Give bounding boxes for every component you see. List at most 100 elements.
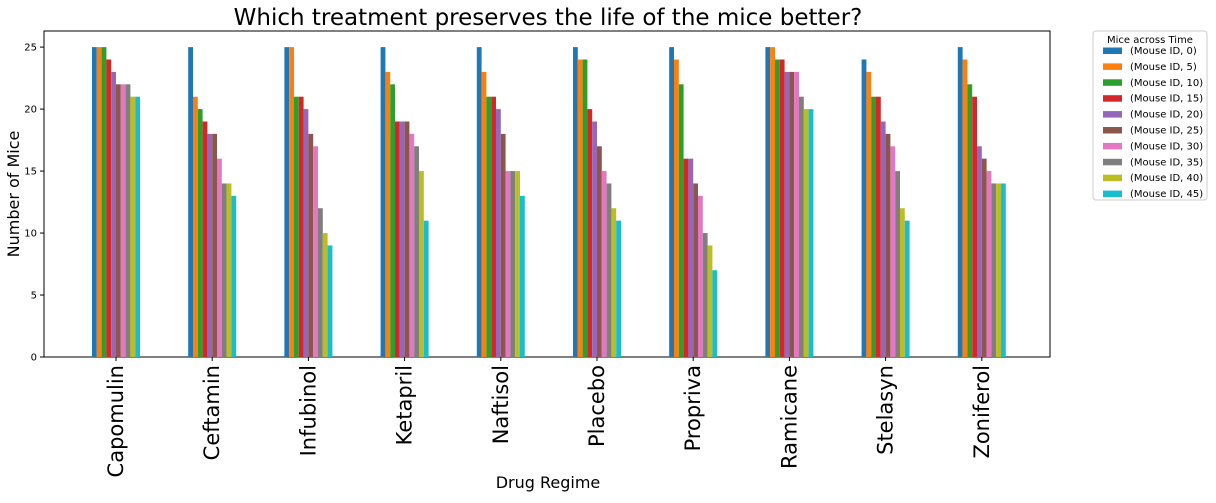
bar bbox=[294, 96, 299, 357]
bar bbox=[601, 171, 607, 357]
bar bbox=[678, 84, 684, 358]
bar bbox=[303, 109, 309, 357]
bar bbox=[582, 59, 588, 357]
bar bbox=[390, 84, 395, 358]
bar bbox=[510, 171, 516, 357]
y-tick-label: 5 bbox=[31, 291, 37, 302]
legend-swatch bbox=[1103, 158, 1122, 166]
y-tick-label: 25 bbox=[24, 43, 37, 54]
legend-swatch bbox=[1103, 95, 1122, 102]
bar bbox=[125, 84, 131, 358]
bar bbox=[505, 171, 511, 357]
bar bbox=[197, 109, 203, 357]
bar bbox=[784, 71, 790, 358]
bar bbox=[688, 158, 694, 357]
bar bbox=[120, 84, 126, 358]
legend-swatch bbox=[1103, 174, 1122, 182]
bar bbox=[803, 109, 809, 357]
x-tick-label: Naftisol bbox=[489, 365, 513, 444]
bar bbox=[111, 71, 116, 358]
bar bbox=[861, 59, 867, 357]
y-tick-label: 20 bbox=[24, 105, 37, 116]
legend-box bbox=[1092, 30, 1208, 201]
bar bbox=[101, 47, 107, 358]
x-tick-label: Ramicane bbox=[777, 365, 801, 469]
x-axis-label: Drug Regime bbox=[496, 473, 601, 492]
bar bbox=[977, 146, 982, 357]
x-tick-label: Stelasyn bbox=[874, 365, 898, 455]
bar bbox=[967, 84, 973, 358]
legend-label: (Mouse ID, 25) bbox=[1130, 126, 1203, 137]
bar bbox=[385, 71, 391, 358]
bar bbox=[871, 96, 876, 357]
bar bbox=[92, 47, 97, 358]
bar bbox=[765, 47, 771, 358]
bar bbox=[707, 245, 713, 357]
bar bbox=[212, 133, 217, 357]
bar bbox=[318, 208, 323, 357]
bar bbox=[202, 121, 208, 358]
x-tick-label: Ceftamin bbox=[200, 365, 224, 460]
bars-group bbox=[92, 47, 1006, 358]
x-tick-label: Capomulin bbox=[104, 365, 128, 477]
bar bbox=[231, 195, 237, 357]
bar bbox=[669, 47, 674, 358]
bar bbox=[616, 220, 621, 357]
y-tick-label: 0 bbox=[31, 353, 37, 364]
y-tick-label: 15 bbox=[24, 167, 37, 178]
bar bbox=[188, 47, 193, 358]
bar bbox=[423, 220, 429, 357]
bar bbox=[986, 171, 992, 357]
bar bbox=[592, 121, 597, 358]
bar bbox=[298, 96, 304, 357]
bar bbox=[876, 96, 881, 357]
legend-label: (Mouse ID, 30) bbox=[1130, 141, 1203, 152]
bar bbox=[476, 47, 482, 358]
bar bbox=[799, 96, 804, 357]
bar bbox=[226, 183, 232, 357]
y-tick-label: 10 bbox=[24, 229, 37, 240]
bar bbox=[587, 109, 593, 357]
bar bbox=[900, 208, 905, 357]
bar bbox=[573, 47, 578, 358]
bar bbox=[962, 59, 968, 357]
y-axis-label: Number of Mice bbox=[4, 131, 23, 258]
bar bbox=[419, 171, 424, 357]
legend-swatch bbox=[1103, 63, 1122, 70]
bar bbox=[683, 158, 689, 357]
bar bbox=[520, 195, 525, 357]
legend-label: (Mouse ID, 20) bbox=[1130, 110, 1203, 121]
legend-label: (Mouse ID, 35) bbox=[1130, 157, 1203, 168]
bar bbox=[404, 121, 410, 358]
bar bbox=[996, 183, 1001, 357]
bar bbox=[972, 96, 977, 357]
legend-swatch bbox=[1103, 142, 1122, 150]
legend: Mice across Time(Mouse ID, 0) (Mouse ID, … bbox=[1092, 30, 1208, 201]
bar bbox=[808, 109, 814, 357]
bar bbox=[770, 47, 775, 358]
legend-label: (Mouse ID, 45) bbox=[1130, 189, 1203, 200]
bar bbox=[890, 146, 896, 357]
bar bbox=[597, 146, 602, 357]
bar bbox=[674, 59, 679, 357]
bar bbox=[486, 96, 492, 357]
bar bbox=[577, 59, 583, 357]
bar bbox=[885, 133, 891, 357]
bar bbox=[957, 47, 963, 358]
bar bbox=[327, 245, 333, 357]
x-tick-label: Propriva bbox=[681, 365, 705, 451]
bar bbox=[698, 195, 703, 357]
bar bbox=[880, 121, 886, 358]
bar bbox=[106, 59, 112, 357]
bar bbox=[308, 133, 314, 357]
bar bbox=[96, 47, 102, 358]
bar bbox=[789, 71, 795, 358]
bar bbox=[399, 121, 405, 358]
legend-swatch bbox=[1103, 47, 1122, 54]
bar bbox=[1001, 183, 1006, 357]
legend-swatch bbox=[1103, 111, 1122, 118]
bar bbox=[895, 171, 900, 357]
legend-label: (Mouse ID, 15) bbox=[1130, 94, 1203, 105]
bar bbox=[409, 133, 415, 357]
